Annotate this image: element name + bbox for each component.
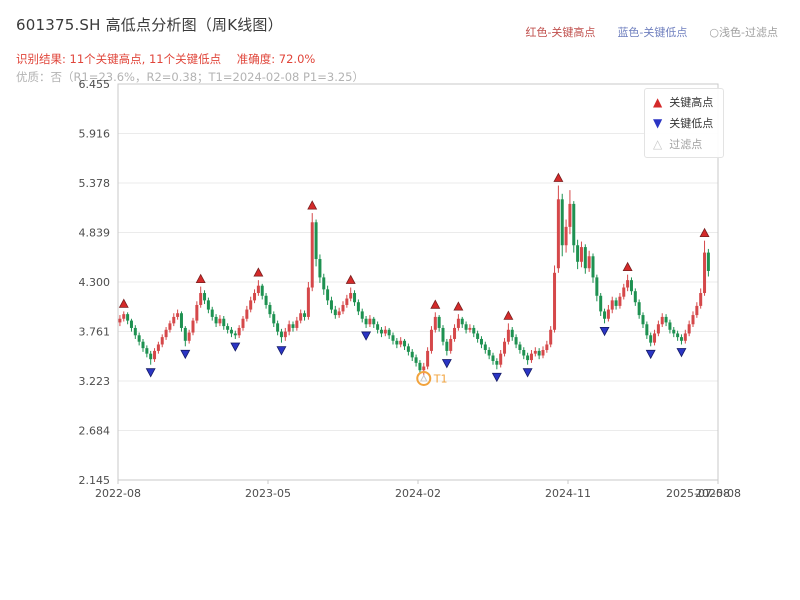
candles-layer (118, 185, 710, 379)
header-legend-filtered: ○浅色-过滤点 (709, 26, 778, 39)
svg-text:2024-11: 2024-11 (545, 487, 591, 500)
svg-text:2022-08: 2022-08 (95, 487, 141, 500)
svg-text:4.300: 4.300 (79, 276, 111, 289)
key-low-markers (145, 326, 687, 383)
svg-text:2023-05: 2023-05 (245, 487, 291, 500)
plot-legend-key-high: ▲ 关键高点 (653, 94, 713, 110)
svg-text:3.223: 3.223 (79, 375, 111, 388)
plot-legend-filtered-label: 过滤点 (669, 138, 703, 151)
plot-legend-key-high-label: 关键高点 (669, 96, 714, 109)
key-low-triangle-icon: ▼ (653, 116, 663, 130)
svg-text:2024-02: 2024-02 (395, 487, 441, 500)
quality-note: 优质：否（R1=23.6%，R2=0.38；T1=2024-02-08 P1=3… (16, 70, 364, 84)
svg-text:3.761: 3.761 (79, 326, 111, 339)
svg-text:2025-08: 2025-08 (695, 487, 741, 500)
end-date-label: 2025-07-08 (666, 487, 730, 500)
x-axis-labels: 2022-08 2023-05 2024-02 2024-11 2025-082025-… (95, 480, 741, 500)
svg-text:5.378: 5.378 (79, 177, 111, 190)
key-high-markers (118, 172, 710, 320)
svg-text:T1: T1 (433, 372, 448, 385)
y-axis-labels: 6.455 5.916 5.378 4.839 4.300 3.761 3.223 2.684… (79, 78, 111, 487)
plot-legend-key-low-label: 关键低点 (669, 117, 714, 130)
svg-text:2.684: 2.684 (79, 424, 111, 437)
plot-legend: ▲ 关键高点 ▼ 关键低点 △ 过滤点 (644, 88, 725, 158)
header-legend: 红色-关键高点 蓝色-关键低点 ○浅色-过滤点 (525, 24, 778, 40)
svg-text:4.839: 4.839 (79, 226, 111, 239)
page-title: 601375.SH 高低点分析图（周K线图） (16, 16, 283, 34)
svg-text:5.916: 5.916 (79, 128, 111, 141)
filtered-marker: T1 (416, 370, 448, 386)
recognition-result-text: 识别结果: 11个关键高点, 11个关键低点 (16, 52, 222, 66)
accuracy-text: 准确度: 72.0% (236, 52, 316, 66)
filtered-triangle-icon: △ (653, 137, 663, 151)
plot-legend-filtered: △ 过滤点 (653, 136, 713, 152)
header-legend-key-low: 蓝色-关键低点 (617, 26, 688, 39)
svg-text:2.145: 2.145 (79, 474, 111, 487)
key-high-triangle-icon: ▲ (653, 95, 663, 109)
header-legend-key-high: 红色-关键高点 (525, 26, 596, 39)
plot-legend-key-low: ▼ 关键低点 (653, 115, 713, 131)
svg-text:6.455: 6.455 (79, 78, 111, 91)
recognition-result: 识别结果: 11个关键高点, 11个关键低点 准确度: 72.0% (16, 51, 315, 67)
